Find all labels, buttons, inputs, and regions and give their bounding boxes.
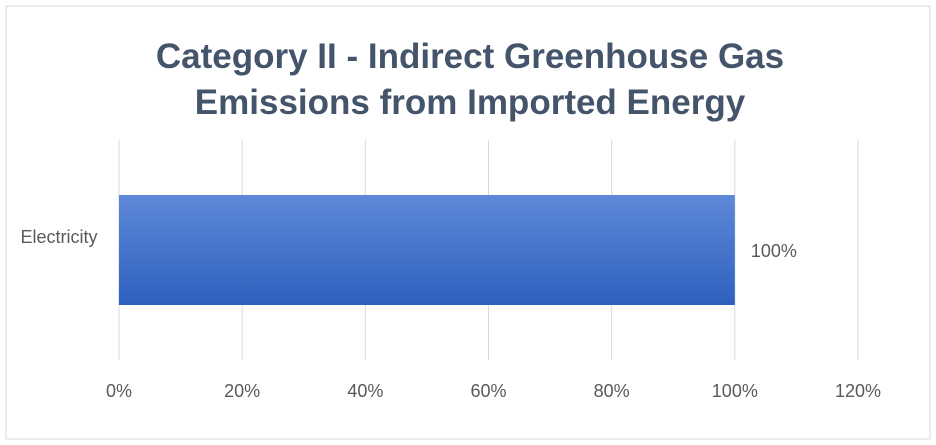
bar	[119, 195, 735, 305]
x-tick-label: 40%	[347, 381, 383, 401]
y-tick-label: Electricity	[20, 227, 98, 247]
data-label: 100%	[751, 241, 797, 261]
x-tick-label: 60%	[470, 381, 506, 401]
x-tick-label: 80%	[594, 381, 630, 401]
x-tick-label: 0%	[106, 381, 132, 401]
chart-border	[5, 5, 931, 440]
x-tick-label: 20%	[224, 381, 260, 401]
x-tick-label: 100%	[712, 381, 758, 401]
x-tick-label: 120%	[835, 381, 881, 401]
chart-title: Category II - Indirect Greenhouse Gas Em…	[155, 37, 785, 122]
